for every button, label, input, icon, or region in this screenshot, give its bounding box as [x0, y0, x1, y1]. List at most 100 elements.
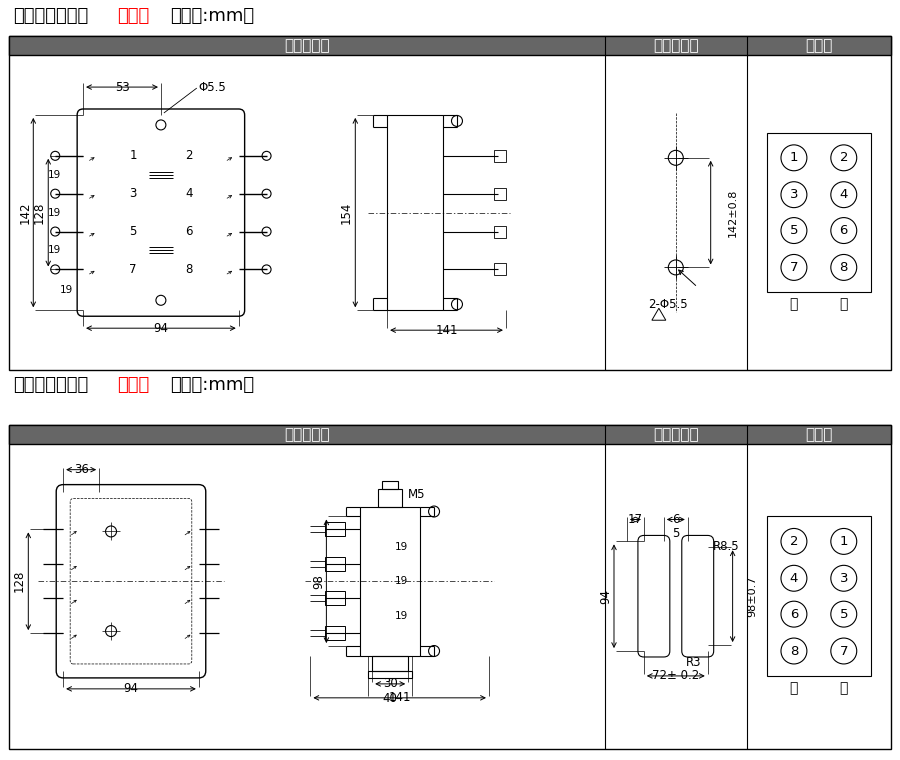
Text: 4: 4 [789, 572, 798, 584]
Text: 36: 36 [74, 463, 88, 477]
Text: 后接线: 后接线 [117, 376, 149, 394]
Circle shape [105, 526, 116, 537]
Bar [494, 264, 506, 275]
Text: 视: 视 [840, 297, 848, 312]
Bar [9, 425, 891, 444]
Text: 端子图: 端子图 [806, 427, 832, 442]
Bar [9, 36, 891, 55]
FancyBboxPatch shape [77, 109, 245, 316]
Text: 141: 141 [389, 692, 411, 705]
Text: 19: 19 [395, 542, 409, 552]
Bar [326, 591, 346, 605]
Circle shape [831, 638, 857, 664]
FancyBboxPatch shape [682, 536, 714, 657]
Text: （单位:mm）: （单位:mm） [170, 376, 254, 394]
Text: 6: 6 [840, 224, 848, 237]
Bar [9, 425, 891, 749]
Text: 前接线: 前接线 [117, 8, 149, 25]
Text: 94: 94 [123, 682, 139, 695]
Text: （单位:mm）: （单位:mm） [170, 8, 254, 25]
Text: 1: 1 [789, 151, 798, 164]
Circle shape [262, 151, 271, 160]
Text: 2: 2 [789, 535, 798, 548]
Text: 3: 3 [130, 187, 137, 200]
Text: 17: 17 [628, 513, 643, 526]
Text: 19: 19 [395, 610, 409, 621]
Circle shape [50, 227, 59, 236]
Bar [9, 36, 891, 370]
Circle shape [781, 601, 807, 627]
Text: 1: 1 [130, 149, 137, 163]
Circle shape [831, 565, 857, 591]
Circle shape [781, 145, 807, 171]
Text: 154: 154 [340, 201, 353, 223]
Text: 凸出式固定结构: 凸出式固定结构 [14, 376, 88, 394]
FancyBboxPatch shape [638, 536, 670, 657]
Text: R8.5: R8.5 [713, 540, 739, 553]
Text: 安装开孔图: 安装开孔图 [653, 38, 698, 53]
Circle shape [50, 189, 59, 198]
Text: 5: 5 [672, 527, 680, 540]
Text: 128: 128 [32, 201, 46, 223]
Text: 3: 3 [840, 572, 848, 584]
Circle shape [831, 255, 857, 280]
Bar [326, 557, 346, 572]
Circle shape [452, 299, 463, 310]
Circle shape [831, 601, 857, 627]
Circle shape [105, 625, 116, 637]
Circle shape [50, 151, 59, 160]
Text: 40: 40 [382, 692, 398, 705]
Text: 8: 8 [840, 261, 848, 274]
Circle shape [669, 150, 683, 165]
Bar [767, 517, 870, 676]
Circle shape [669, 260, 683, 275]
Circle shape [781, 528, 807, 554]
Text: 19: 19 [48, 207, 61, 217]
Text: 7: 7 [130, 263, 137, 276]
Text: 2-Φ5.5: 2-Φ5.5 [648, 298, 688, 311]
Text: 53: 53 [114, 81, 130, 93]
Text: 1: 1 [840, 535, 848, 548]
Text: 19: 19 [395, 576, 409, 586]
Bar [373, 656, 408, 671]
Text: 19: 19 [60, 285, 73, 295]
Bar [494, 188, 506, 200]
Text: M5: M5 [408, 488, 426, 501]
Circle shape [262, 265, 271, 274]
Bar [360, 506, 420, 656]
Bar [326, 626, 346, 640]
Text: 外形尺寸图: 外形尺寸图 [284, 38, 329, 53]
Text: 4: 4 [840, 188, 848, 201]
Text: 142: 142 [19, 201, 32, 224]
Text: 19: 19 [48, 245, 61, 255]
Bar [494, 226, 506, 238]
Bar [368, 671, 412, 678]
Text: 2: 2 [185, 149, 193, 163]
Text: 141: 141 [436, 324, 458, 337]
Text: 8: 8 [789, 644, 798, 657]
Text: 142±0.8: 142±0.8 [727, 188, 738, 237]
Text: 94: 94 [153, 321, 168, 334]
Circle shape [831, 217, 857, 243]
FancyBboxPatch shape [56, 485, 206, 678]
Text: 128: 128 [13, 570, 26, 593]
Circle shape [50, 265, 59, 274]
Bar [387, 115, 443, 310]
Text: 30: 30 [382, 677, 398, 690]
Text: 98±0.7: 98±0.7 [748, 575, 758, 617]
Bar [494, 150, 506, 162]
Bar [378, 489, 402, 506]
Text: R3: R3 [686, 657, 701, 670]
Circle shape [781, 638, 807, 664]
Text: 6: 6 [185, 225, 193, 238]
Text: 端子图: 端子图 [806, 38, 832, 53]
Text: 5: 5 [130, 225, 137, 238]
Bar [382, 480, 398, 489]
Circle shape [428, 645, 439, 657]
Text: 背: 背 [789, 681, 798, 695]
Text: 视: 视 [840, 681, 848, 695]
Text: 6: 6 [672, 513, 680, 526]
Text: 7: 7 [840, 644, 848, 657]
Text: 94: 94 [599, 589, 613, 603]
Text: 凸出式固定结构: 凸出式固定结构 [14, 8, 88, 25]
